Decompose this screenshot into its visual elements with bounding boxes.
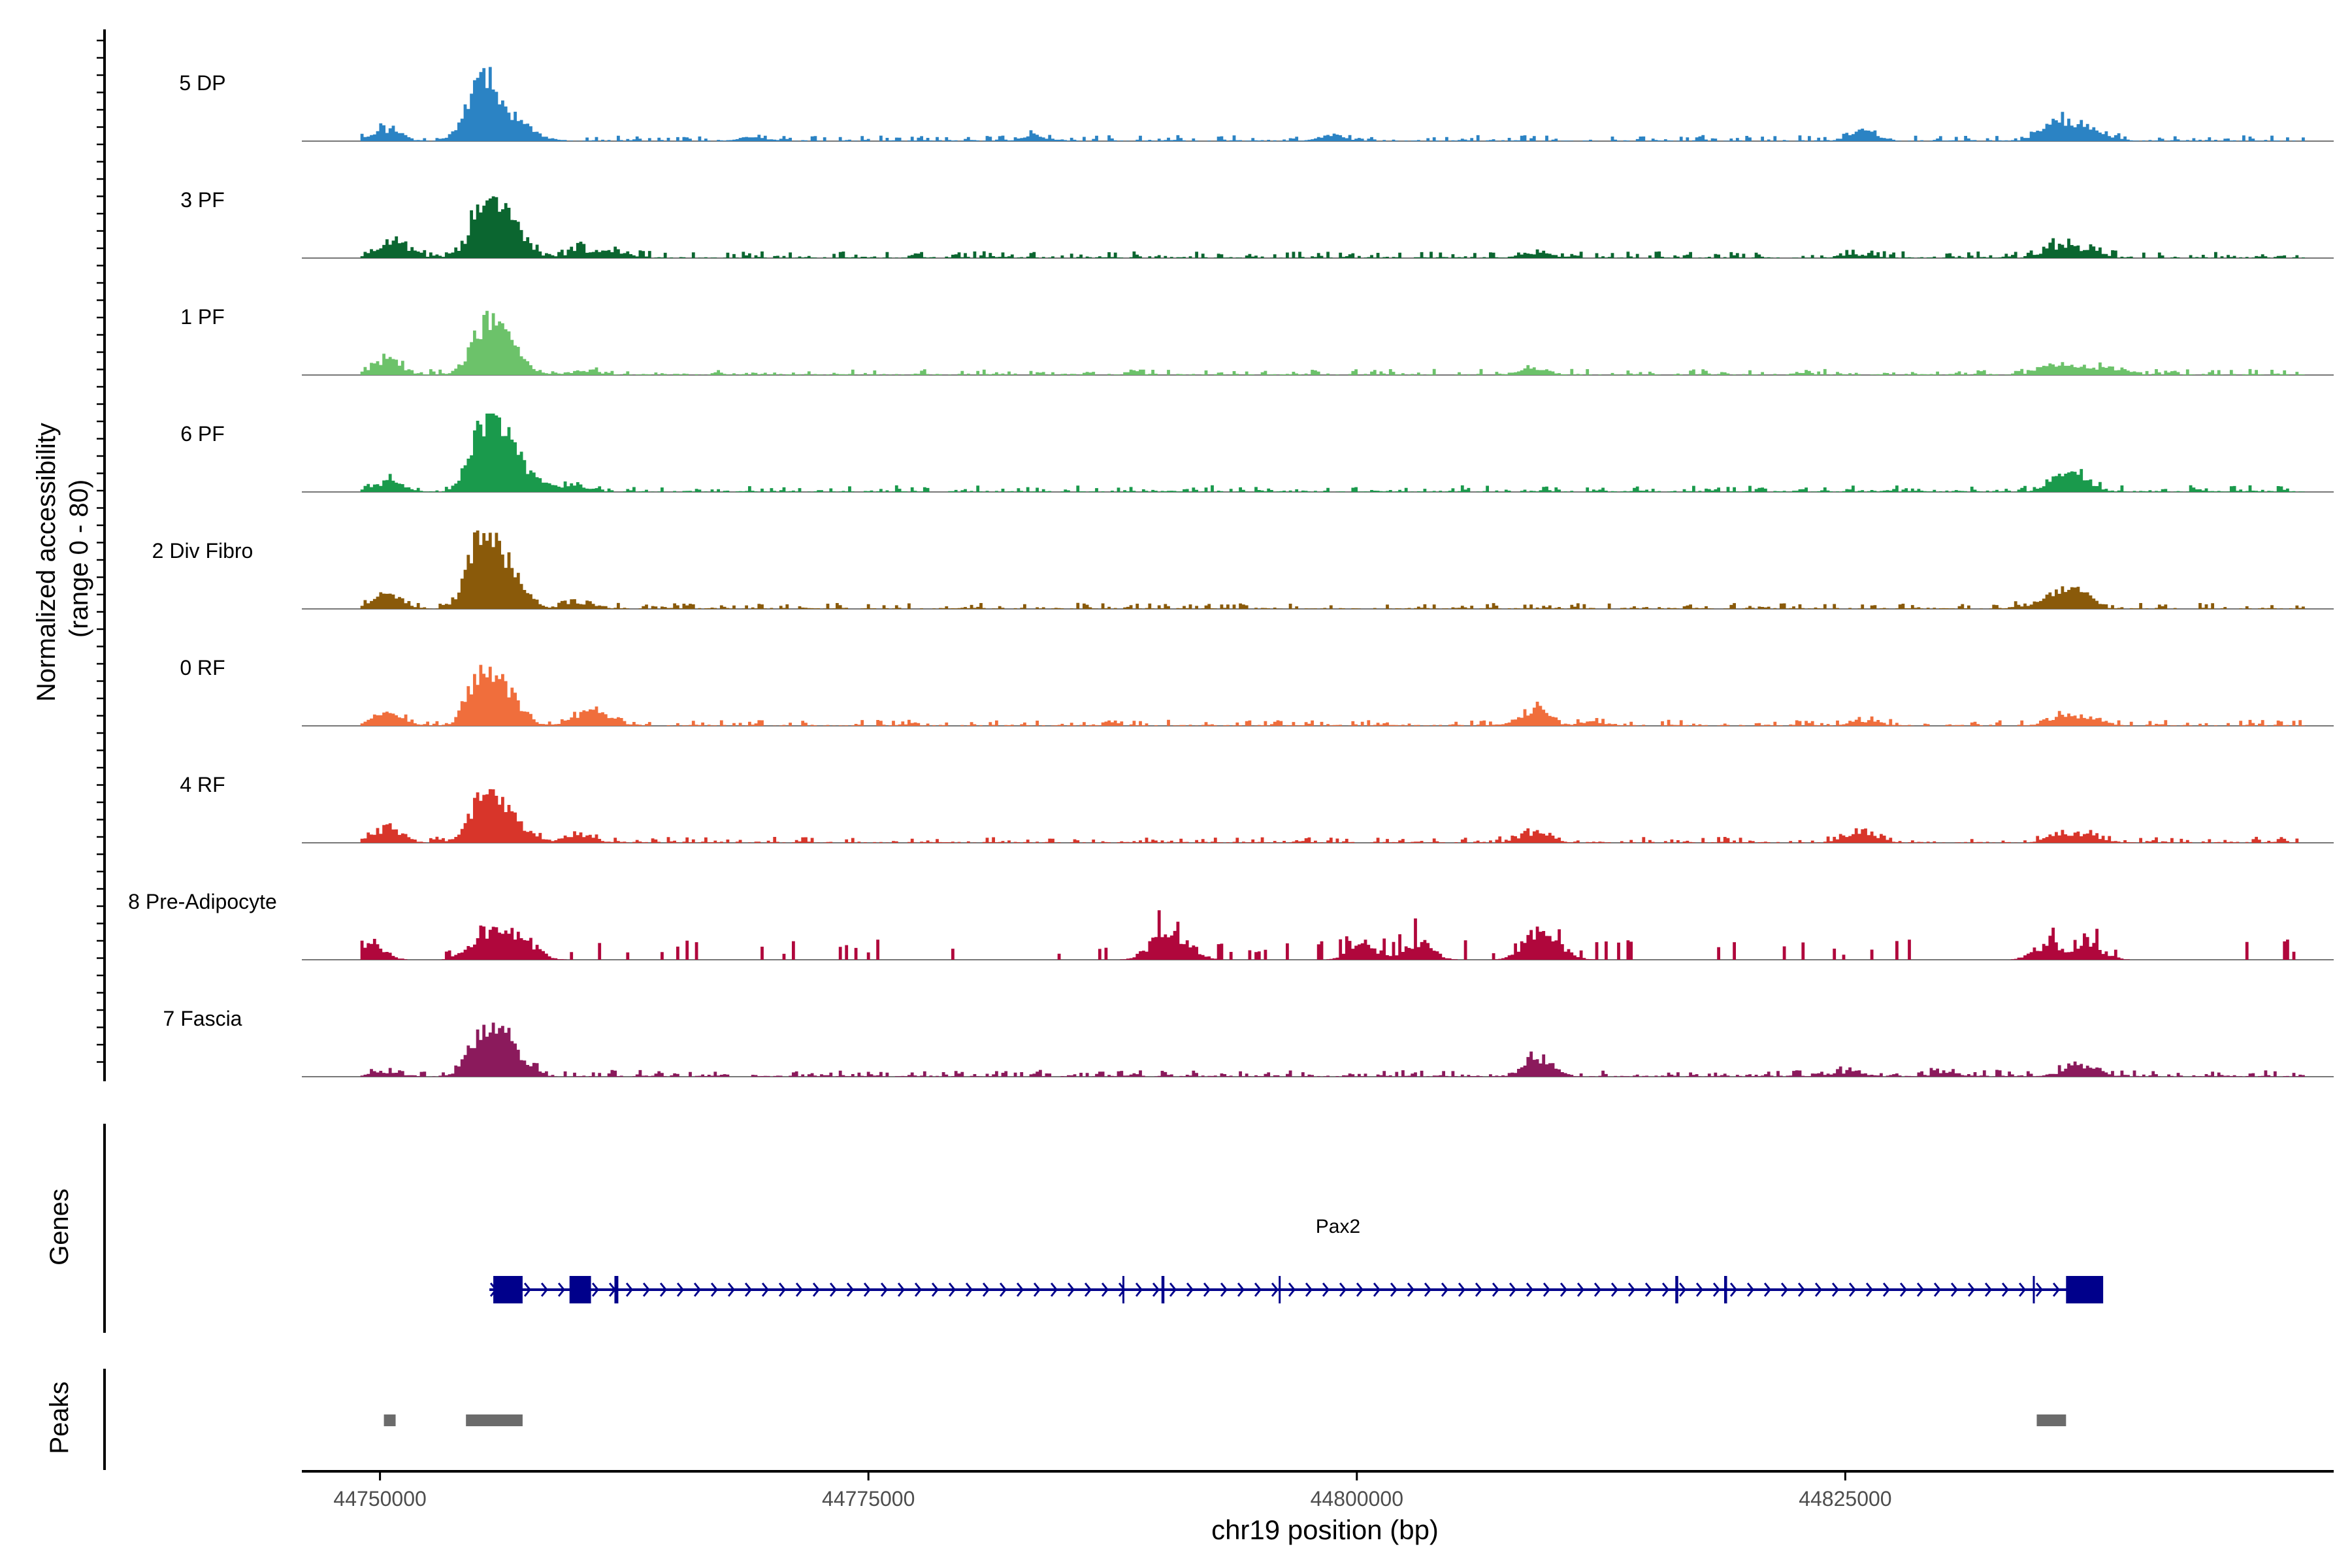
track-0-rf: 0 RF: [180, 656, 2334, 727]
peak-region: [384, 1414, 396, 1426]
gene-exon: [1279, 1276, 1281, 1303]
gene-exon: [614, 1276, 619, 1303]
track-signal: [360, 67, 2305, 141]
track-signal: [360, 196, 2305, 258]
x-axis: 44750000 44775000 44800000 44825000: [302, 1470, 2334, 1511]
gene-name-label: Pax2: [1316, 1216, 1360, 1237]
gene-exon: [2033, 1276, 2035, 1303]
track-signal: [360, 414, 2305, 492]
track-label: 8 Pre-Adipocyte: [128, 890, 277, 913]
track-signal: [360, 664, 2305, 726]
gene-exon: [569, 1276, 591, 1303]
genes-track-label: Genes: [45, 1188, 74, 1266]
track-signal: [360, 531, 2305, 609]
x-tick-label: 44800000: [1311, 1487, 1403, 1511]
track-label: 6 PF: [180, 422, 225, 446]
track-4-rf: 4 RF: [180, 773, 2334, 843]
gene-exon: [2066, 1276, 2104, 1303]
track-8-pre-adipocyte: 8 Pre-Adipocyte: [128, 890, 2334, 960]
track-label: 1 PF: [180, 305, 225, 329]
gene-exon: [1122, 1276, 1124, 1303]
track-3-pf: 3 PF: [180, 188, 2334, 259]
track-2-div-fibro: 2 Div Fibro: [152, 531, 2334, 610]
track-5-dp: 5 DP: [179, 67, 2334, 142]
peak-region: [2036, 1414, 2066, 1426]
track-label: 0 RF: [180, 656, 225, 679]
y-axis: [97, 29, 106, 1081]
gene-exon: [493, 1276, 523, 1303]
genes-panel: Genes Pax2: [45, 1124, 2104, 1333]
y-axis-label: Normalized accessibility (range 0 - 80): [32, 416, 93, 702]
peaks-panel: Peaks: [45, 1369, 2066, 1470]
track-7-fascia: 7 Fascia: [163, 1007, 2334, 1077]
track-label: 7 Fascia: [163, 1007, 242, 1030]
gene-exon: [1724, 1276, 1727, 1303]
y-axis-label-line-2: (range 0 - 80): [65, 480, 93, 638]
accessibility-tracks: 5 DP 3 PF 1 PF 6 PF 2 Div Fibro 0 RF 4 RF 8 Pre…: [128, 67, 2334, 1077]
x-tick-label: 44825000: [1799, 1487, 1891, 1511]
peaks-track-label: Peaks: [45, 1381, 74, 1454]
track-6-pf: 6 PF: [180, 414, 2334, 493]
track-label: 4 RF: [180, 773, 225, 796]
gene-exon: [1675, 1276, 1678, 1303]
track-signal: [360, 789, 2299, 843]
track-signal: [360, 310, 2305, 375]
track-signal: [360, 910, 2296, 960]
track-label: 5 DP: [179, 71, 225, 95]
gene-exon: [1161, 1276, 1165, 1303]
track-signal: [360, 1022, 2305, 1077]
track-label: 3 PF: [180, 188, 225, 212]
x-axis-label: chr19 position (bp): [1211, 1514, 1439, 1545]
peak-region: [466, 1414, 523, 1426]
x-tick-label: 44775000: [822, 1487, 915, 1511]
y-axis-label-line-1: Normalized accessibility: [32, 423, 61, 702]
x-tick-label: 44750000: [333, 1487, 426, 1511]
track-label: 2 Div Fibro: [152, 539, 253, 563]
track-1-pf: 1 PF: [180, 305, 2334, 376]
